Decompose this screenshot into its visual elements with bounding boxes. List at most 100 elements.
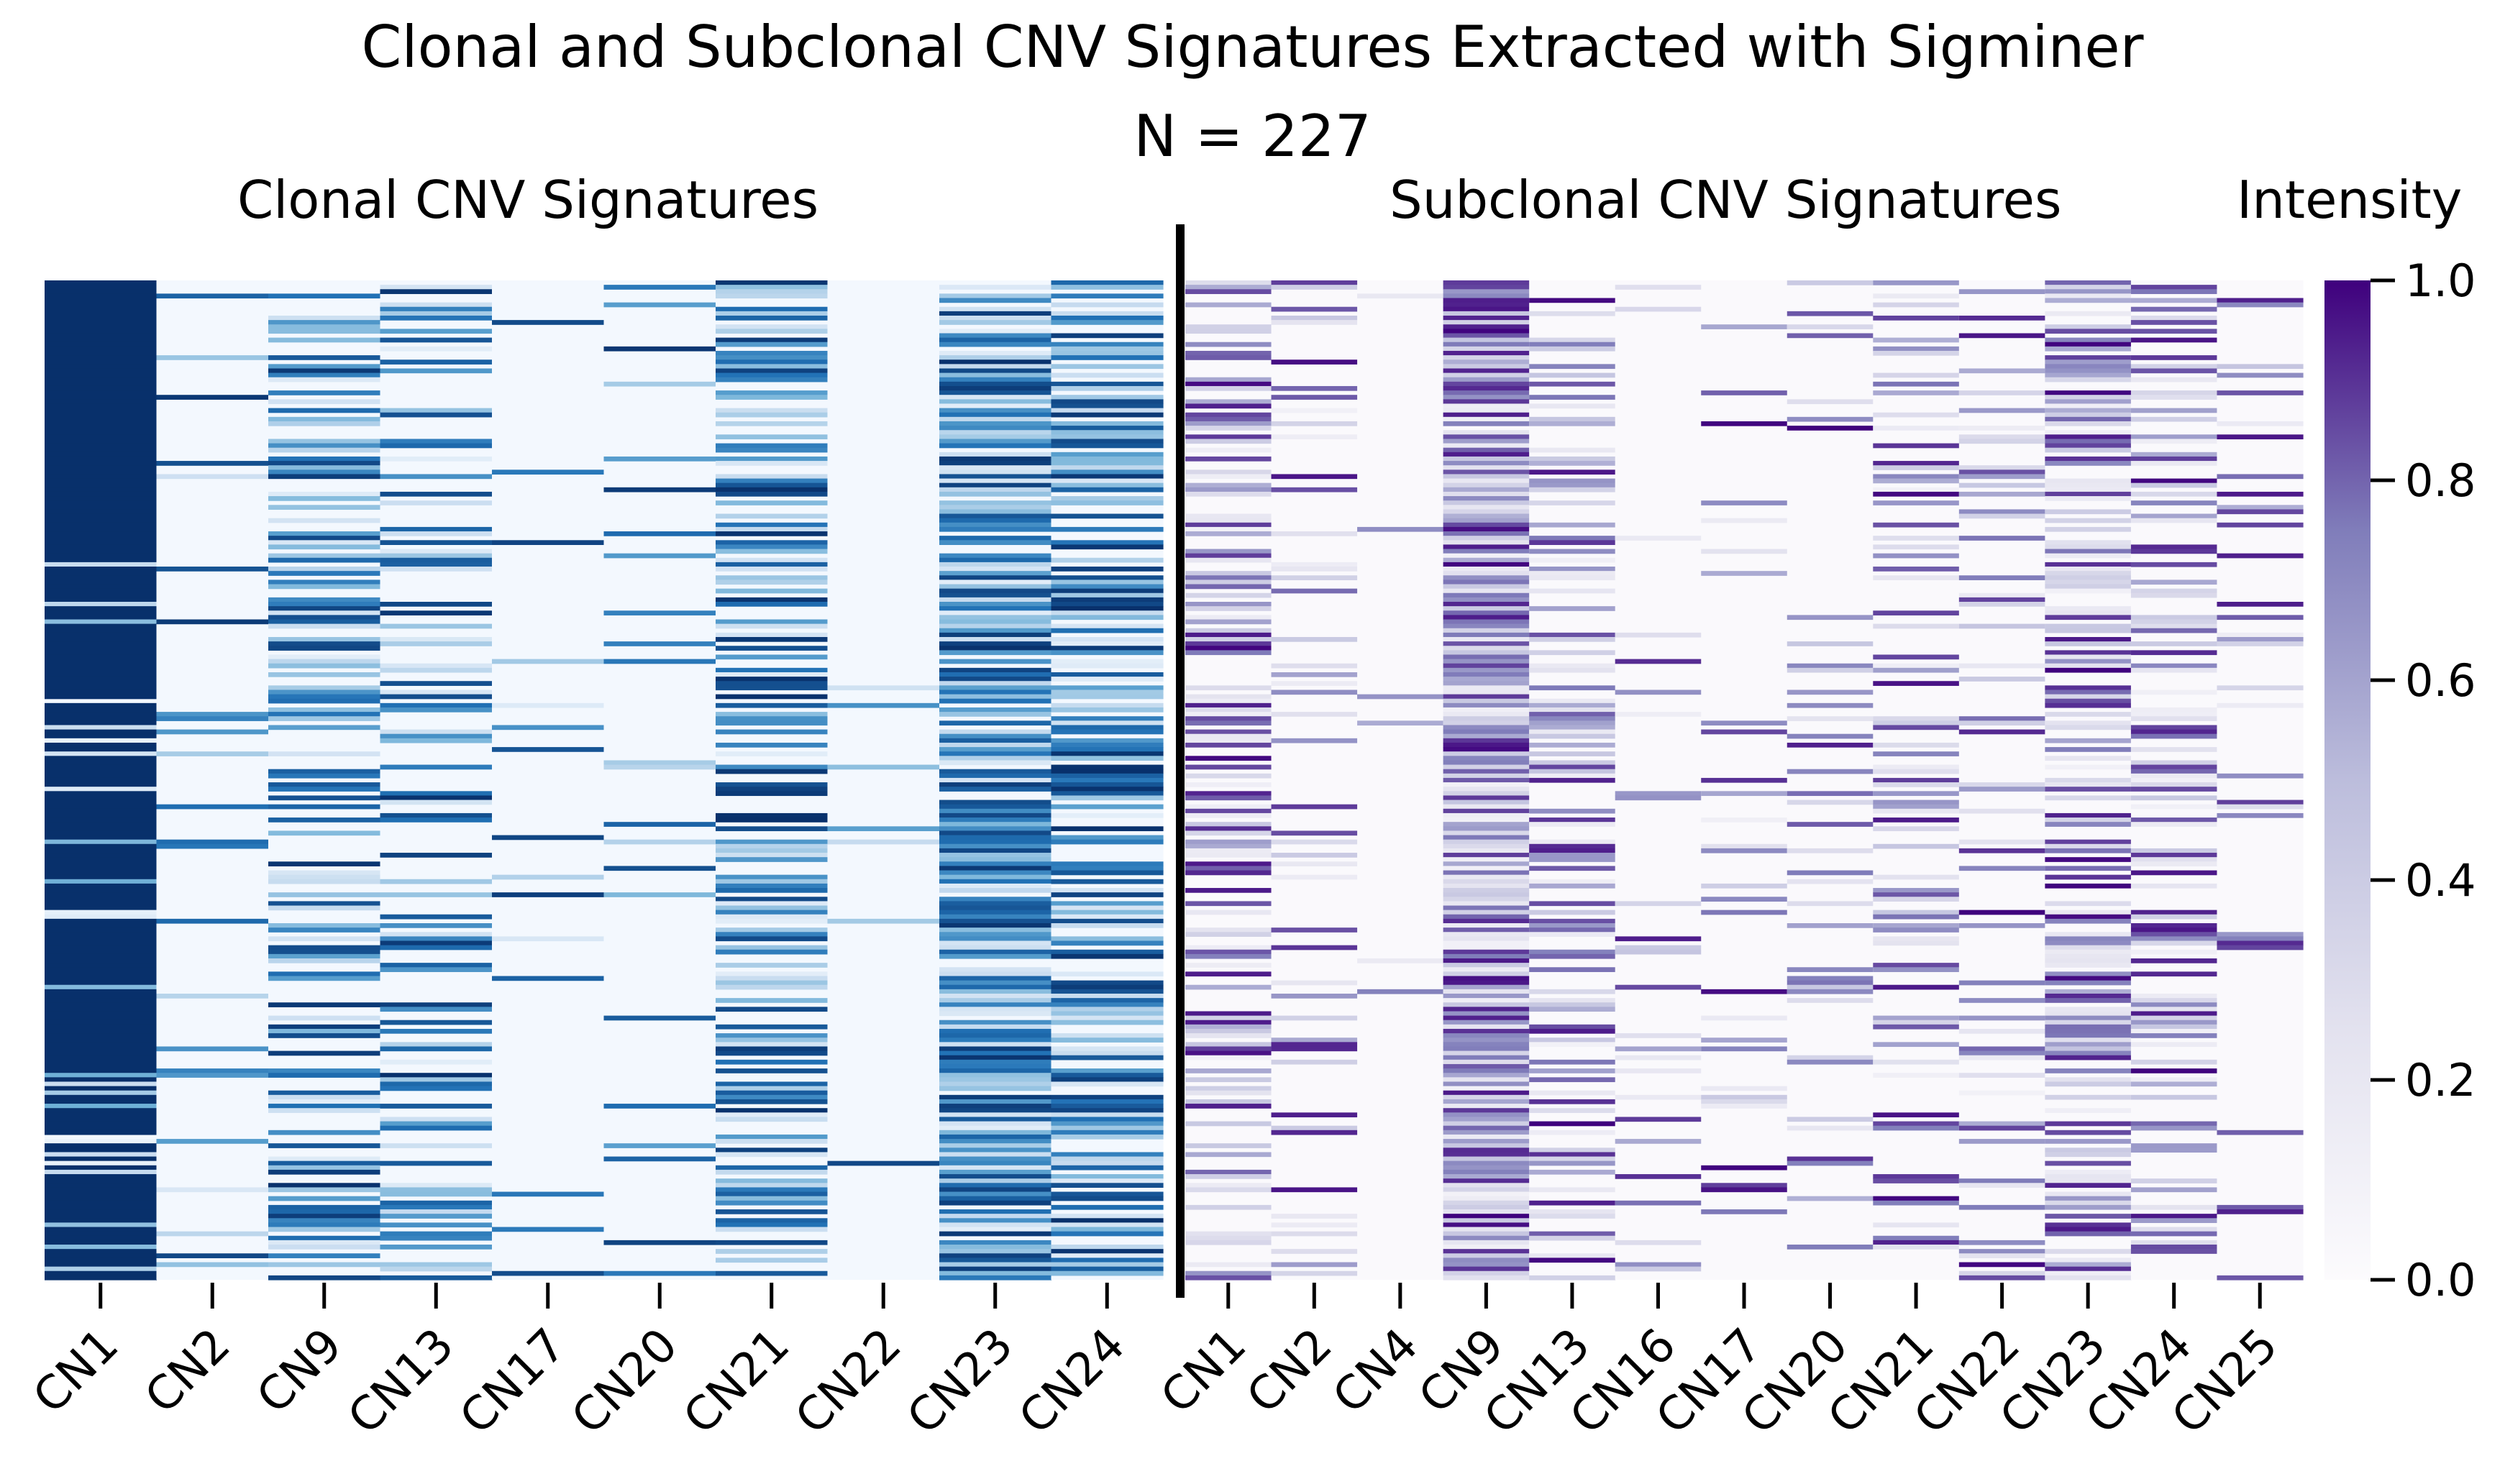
heatmap-cell [45,694,158,700]
heatmap-cell [939,1245,1052,1250]
heatmap-cell [2217,804,2304,810]
heatmap-cell [1787,1156,1874,1162]
heatmap-cell [1051,1245,1164,1250]
heatmap-cell [268,364,381,370]
heatmap-cell [1443,897,1530,902]
heatmap-cell [1051,412,1164,418]
heatmap-cell [1443,311,1530,316]
heatmap-cell [1051,756,1164,761]
heatmap-cell [1185,698,1272,704]
heatmap-cell [1185,580,1272,585]
subclonal-heatmap [1185,280,2304,1281]
heatmap-cell [1185,812,1272,818]
heatmap-cell [2045,787,2132,792]
heatmap-cell [45,342,158,347]
heatmap-cell [1958,575,2045,580]
heatmap-cell [380,1020,493,1025]
heatmap-cell [1958,1240,2045,1245]
heatmap-cell [2130,883,2218,889]
heatmap-cell [380,641,493,646]
heatmap-cell [939,509,1052,515]
heatmap-cell [939,681,1052,686]
heatmap-cell [1873,372,1960,378]
heatmap-cell [45,1011,158,1017]
heatmap-cell [1529,1253,1616,1258]
heatmap-cell [2045,636,2132,642]
heatmap-cell [1443,795,1530,801]
heatmap-cell [1185,853,1272,858]
heatmap-cell [1271,562,1358,567]
heatmap-cell [1873,487,1960,493]
heatmap-cell [939,1152,1052,1158]
heatmap-cell [1185,1055,1272,1061]
heatmap-cell [2045,395,2132,400]
heatmap-cell [492,835,605,841]
heatmap-cell [45,1024,158,1030]
heatmap-cell [1529,372,1616,378]
heatmap-cell [716,654,829,660]
heatmap-cell [1873,623,1960,629]
heatmap-cell [1787,976,1874,981]
heatmap-cell [716,372,829,378]
heatmap-cell [2045,430,2132,435]
heatmap-cell [380,967,493,972]
heatmap-cell [1701,1046,1788,1052]
heatmap-cell [380,1222,493,1228]
heatmap-cell [939,306,1052,312]
colorbar-tick-label: 1.0 [2405,255,2476,307]
heatmap-cell [1873,1196,1960,1201]
heatmap-cell [1051,663,1164,669]
heatmap-cell [1873,1235,1960,1241]
heatmap-cell [716,549,829,554]
heatmap-cell [603,764,716,770]
heatmap-cell [716,597,829,603]
heatmap-cell [1443,1104,1530,1109]
heatmap-cell [716,751,829,756]
heatmap-cell [1529,769,1616,774]
heatmap-cell [1529,764,1616,770]
heatmap-cell [939,932,1052,937]
heatmap-cell [492,976,605,981]
heatmap-cell [1271,672,1358,677]
heatmap-cell [1051,1038,1164,1043]
heatmap-cell [1615,1240,1702,1245]
heatmap-cell [45,359,158,365]
heatmap-cell [45,562,158,567]
heatmap-cell [380,1262,493,1268]
heatmap-cell [1443,1231,1530,1237]
heatmap-cell [1185,1046,1272,1052]
heatmap-cell [45,496,158,501]
heatmap-cell [156,1231,269,1237]
heatmap-cell [1185,456,1272,462]
heatmap-cell [939,1169,1052,1175]
heatmap-cell [1529,712,1616,717]
heatmap-cell [603,892,716,897]
heatmap-cell [1529,636,1616,642]
heatmap-cell [1958,716,2045,721]
heatmap-cell [1185,416,1272,422]
heatmap-cell [1443,949,1530,955]
heatmap-cell [45,416,158,422]
heatmap-cell [939,760,1052,766]
heatmap-cell [1185,650,1272,656]
heatmap-cell [1529,707,1616,713]
heatmap-cell [2045,694,2132,700]
heatmap-cell [939,526,1052,532]
heatmap-cell [380,1187,493,1193]
heatmap-cell [939,1077,1052,1083]
heatmap-cell [268,1218,381,1223]
heatmap-cell [1443,592,1530,598]
heatmap-cell [45,751,158,756]
heatmap-cell [1185,615,1272,620]
heatmap-cell [268,293,381,299]
heatmap-cell [1787,690,1874,695]
heatmap-cell [1185,782,1272,787]
heatmap-cell [1873,716,1960,721]
heatmap-cell [2045,1033,2132,1038]
heatmap-cell [45,971,158,977]
heatmap-cell [2045,544,2132,550]
heatmap-cell [1529,1028,1616,1034]
heatmap-cell [380,1245,493,1250]
heatmap-cell [939,787,1052,792]
heatmap-cell [1443,403,1530,409]
